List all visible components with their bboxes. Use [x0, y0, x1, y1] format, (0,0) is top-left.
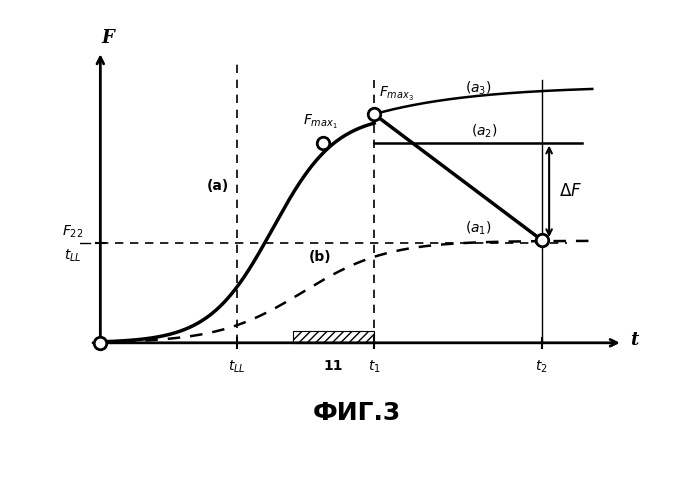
Text: $F_{max_1}$: $F_{max_1}$ [303, 114, 338, 132]
Text: $t_2$: $t_2$ [535, 358, 548, 375]
Text: (b): (b) [308, 250, 331, 264]
Text: $\Delta F$: $\Delta F$ [559, 182, 582, 200]
Text: $t_{LL}$: $t_{LL}$ [63, 248, 82, 264]
Text: F: F [102, 29, 115, 47]
Text: 11: 11 [324, 358, 343, 372]
Text: $(a_1)$: $(a_1)$ [466, 220, 492, 237]
Text: (a): (a) [207, 178, 229, 192]
Text: $(a_2)$: $(a_2)$ [470, 122, 497, 140]
Text: $F_{max_3}$: $F_{max_3}$ [379, 84, 414, 103]
Text: $F_{22}$: $F_{22}$ [62, 223, 83, 240]
Text: ФИГ.3: ФИГ.3 [312, 401, 400, 425]
Bar [293, 332, 374, 343]
Text: $t_{LL}$: $t_{LL}$ [228, 358, 246, 375]
Text: $(a_3)$: $(a_3)$ [466, 80, 492, 97]
Text: $t_1$: $t_1$ [368, 358, 381, 375]
Text: t: t [630, 331, 639, 349]
